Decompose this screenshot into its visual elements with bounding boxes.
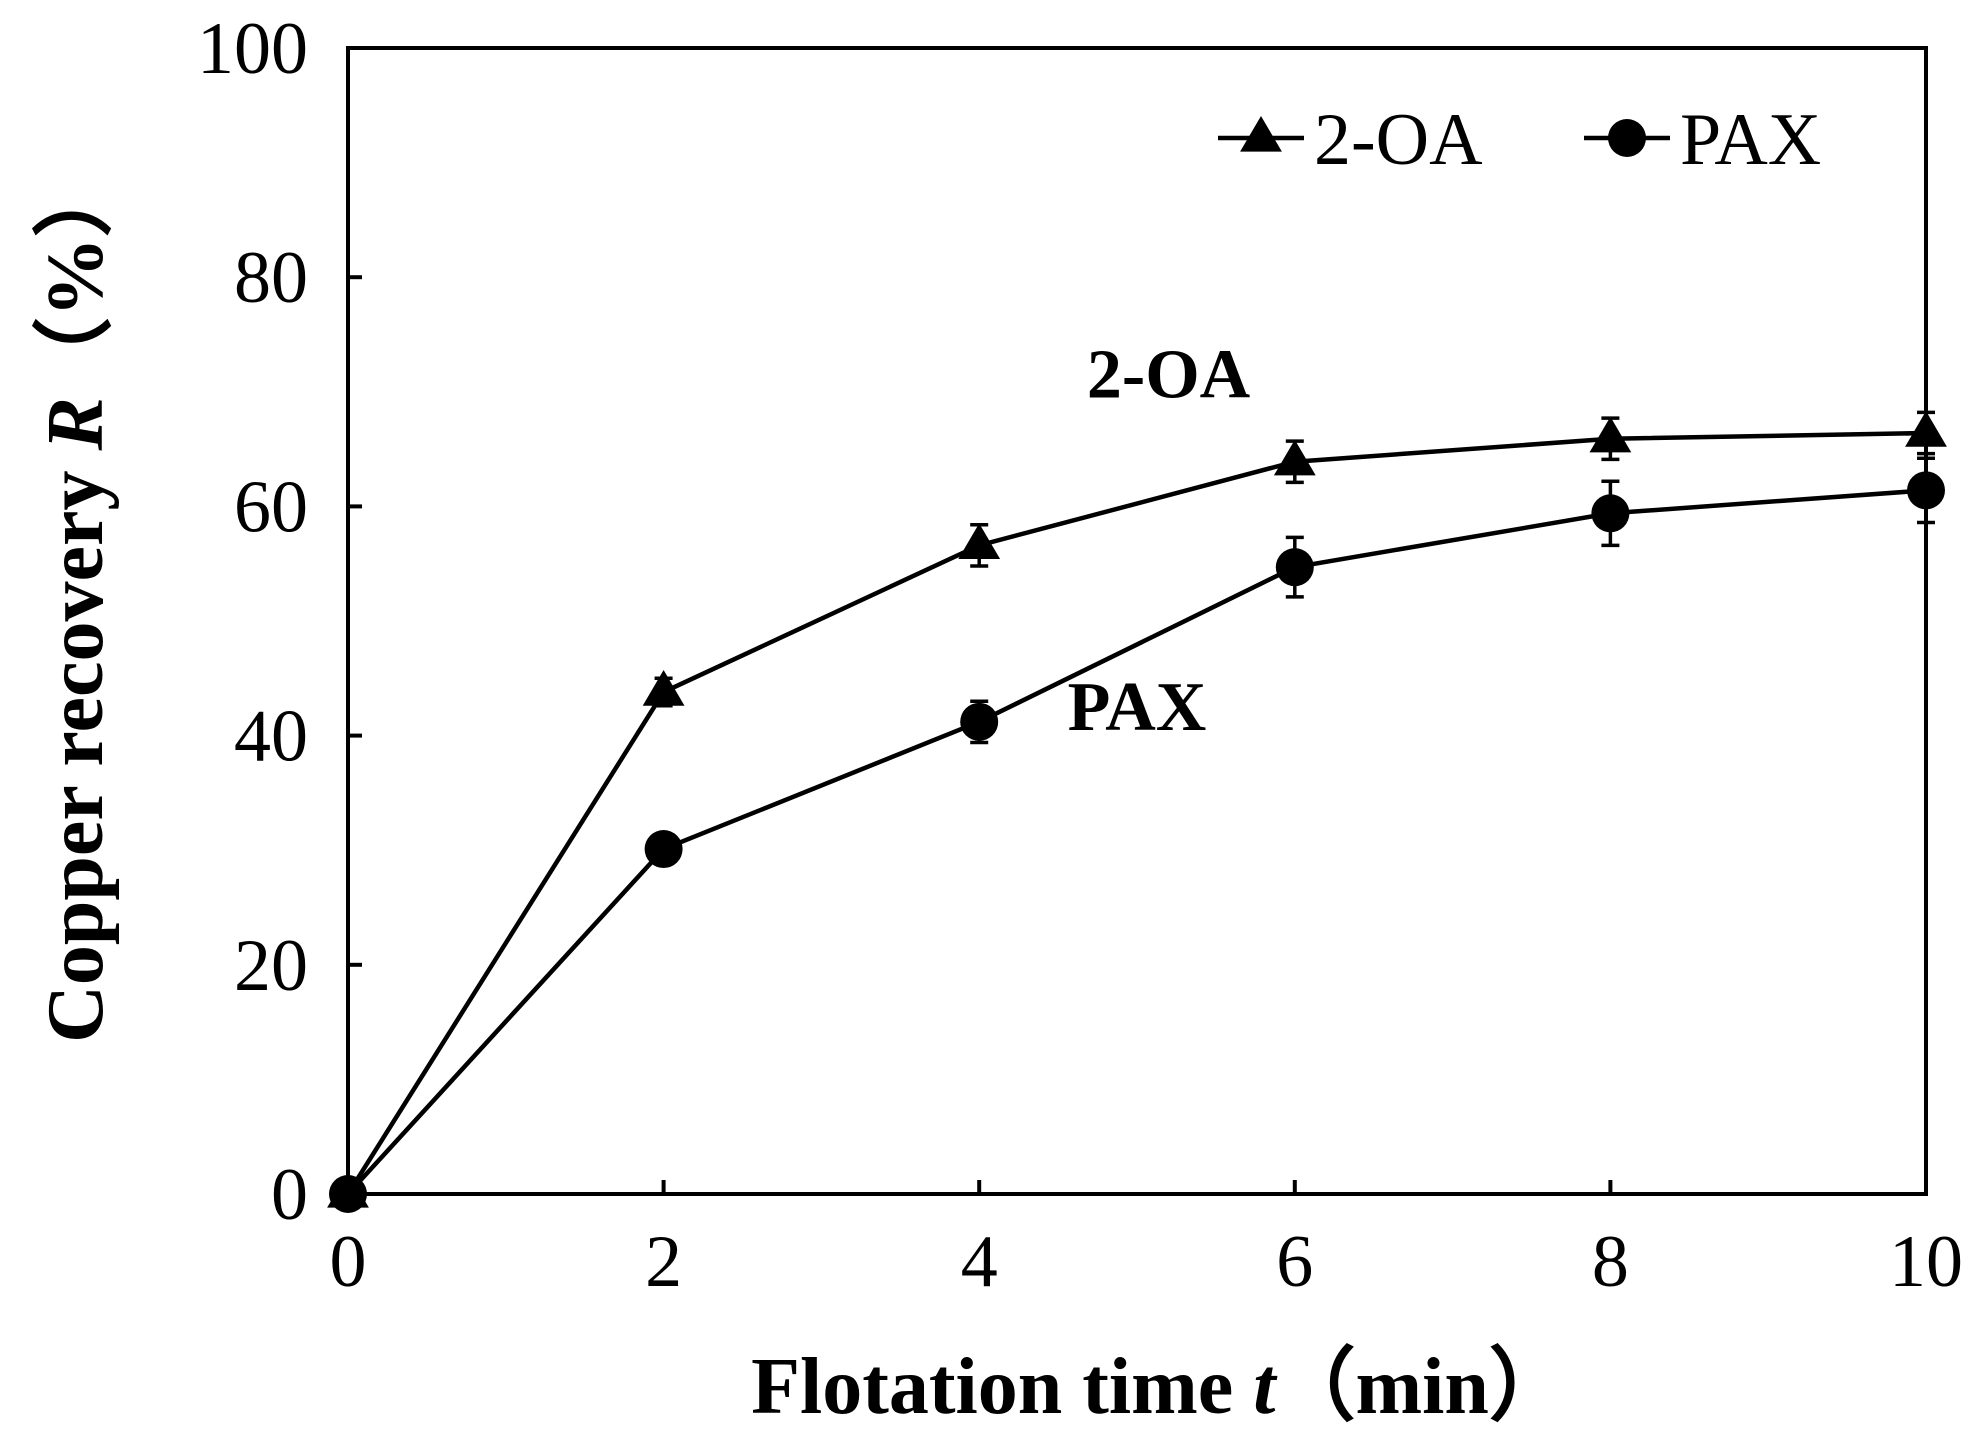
x-tick-label: 0 bbox=[330, 1221, 367, 1303]
x-axis-title-variable: t bbox=[1253, 1343, 1278, 1431]
series-layer bbox=[327, 410, 1947, 1213]
x-axis-title-main: Flotation time bbox=[751, 1343, 1253, 1431]
y-axis-title-unit: （%） bbox=[32, 157, 120, 397]
data-point-2-oa bbox=[1273, 439, 1316, 476]
data-point-pax bbox=[1275, 548, 1314, 587]
data-point-pax bbox=[644, 830, 683, 869]
legend-item-2-oa: 2-OA bbox=[1218, 99, 1483, 181]
legend-label: PAX bbox=[1680, 99, 1821, 181]
legend-swatch-marker bbox=[1608, 119, 1646, 157]
x-tick-label: 4 bbox=[961, 1221, 998, 1303]
legend: 2-OA PAX bbox=[1218, 99, 1821, 181]
legend-item-pax: PAX bbox=[1584, 99, 1821, 181]
x-tick-label: 8 bbox=[1592, 1221, 1629, 1303]
x-tick-label: 6 bbox=[1276, 1221, 1313, 1303]
y-tick-label: 60 bbox=[234, 466, 308, 548]
y-axis-title-variable: R bbox=[32, 397, 120, 451]
legend-swatch-marker bbox=[1240, 116, 1282, 152]
legend-label: 2-OA bbox=[1314, 99, 1483, 181]
series-pax bbox=[329, 456, 1945, 1213]
x-axis-ticks: 0 2 4 6 8 10 bbox=[330, 1180, 1963, 1303]
annotation-label: PAX bbox=[1068, 669, 1207, 746]
annotations: 2-OA PAX bbox=[1068, 337, 1251, 746]
x-tick-label: 2 bbox=[645, 1221, 682, 1303]
data-point-2-oa bbox=[642, 670, 685, 706]
plot-area bbox=[346, 46, 1928, 1196]
plot-frame bbox=[346, 46, 1928, 1196]
y-tick-label: 40 bbox=[234, 696, 308, 778]
y-axis-title-main: Copper recovery bbox=[32, 450, 120, 1042]
y-tick-label: 0 bbox=[271, 1154, 308, 1236]
series-line-pax bbox=[346, 488, 1927, 1196]
x-axis-title-unit: （min） bbox=[1275, 1343, 1568, 1431]
series-line-2-oa bbox=[346, 430, 1927, 1196]
data-point-pax bbox=[1907, 471, 1945, 510]
y-tick-label: 20 bbox=[234, 925, 308, 1007]
data-point-pax bbox=[1591, 494, 1630, 533]
data-point-2-oa bbox=[958, 523, 1001, 560]
x-tick-label: 10 bbox=[1889, 1221, 1963, 1303]
data-point-pax bbox=[329, 1175, 367, 1213]
annotation-label: 2-OA bbox=[1087, 337, 1251, 414]
y-tick-label: 100 bbox=[197, 8, 308, 90]
series-2-oa bbox=[327, 410, 1947, 1208]
data-point-2-oa bbox=[1589, 416, 1632, 453]
y-axis-title: Copper recovery R（%） bbox=[32, 157, 120, 1043]
data-point-2-oa bbox=[1905, 411, 1947, 447]
x-axis-title: Flotation time t（min） bbox=[751, 1343, 1569, 1431]
y-axis-ticks: 0 20 40 60 80 100 bbox=[197, 8, 362, 1236]
y-tick-label: 80 bbox=[234, 237, 308, 319]
data-point-pax bbox=[960, 702, 999, 741]
